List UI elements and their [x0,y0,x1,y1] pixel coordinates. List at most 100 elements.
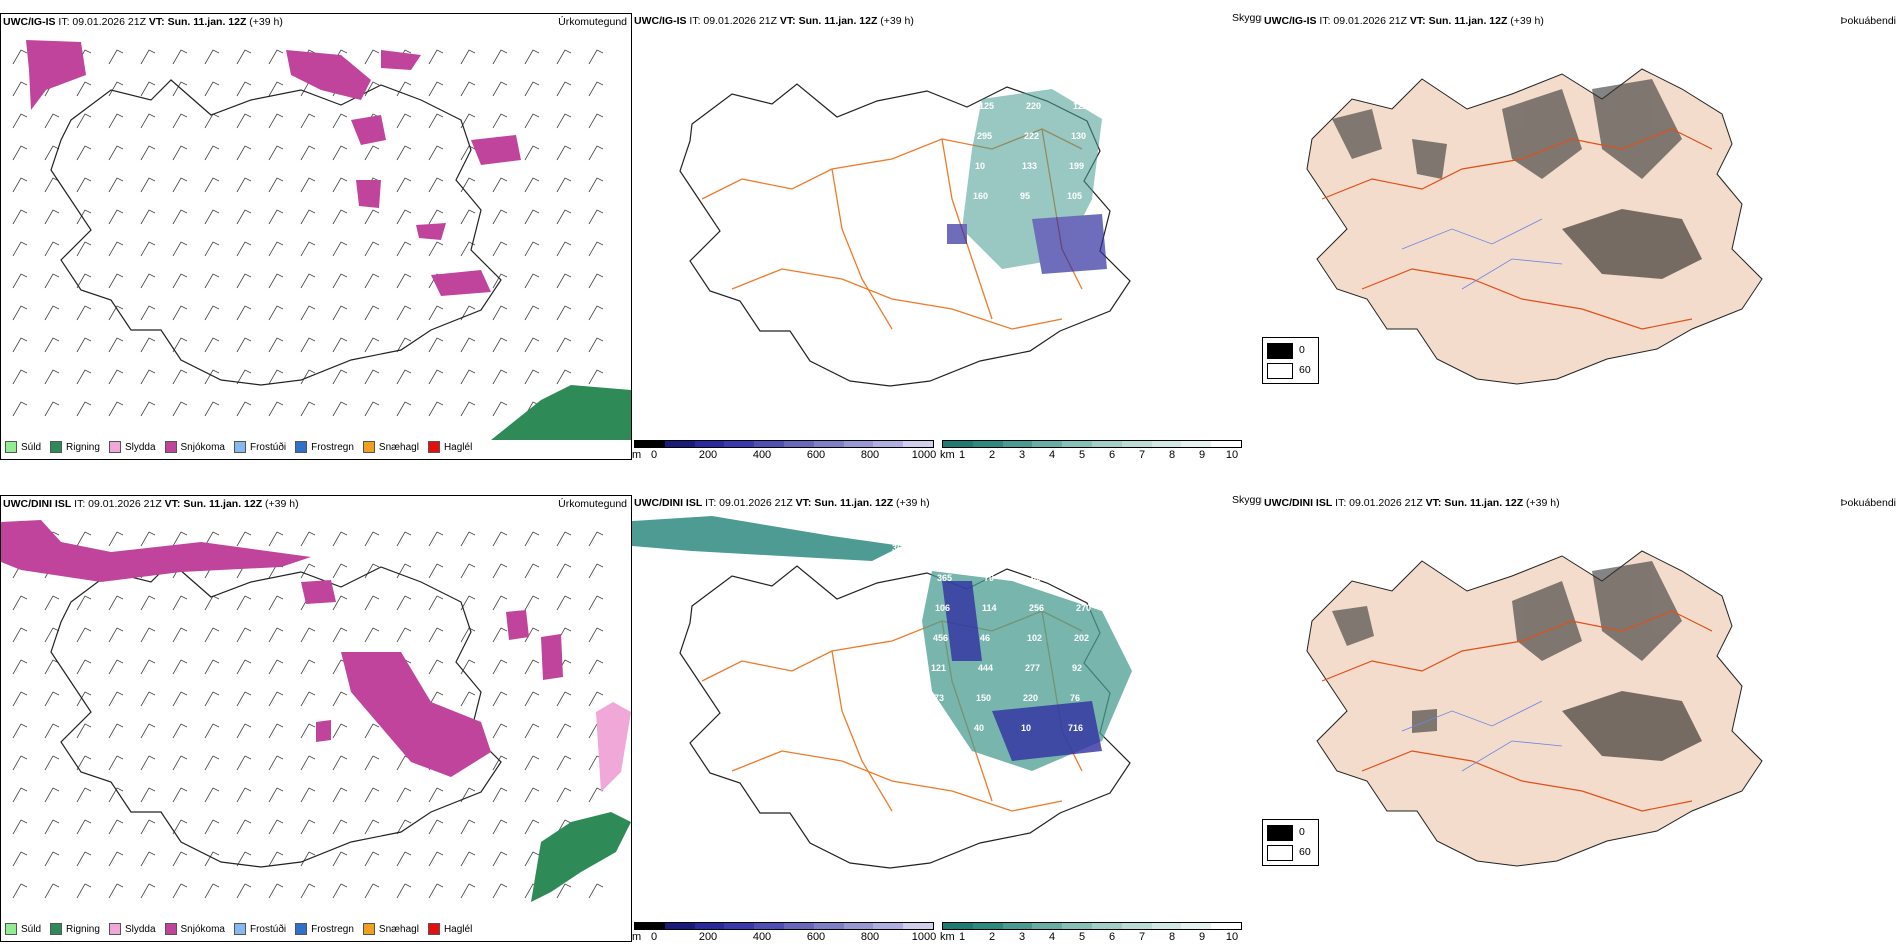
iceland-outline [50,79,502,386]
wind-barb [108,49,124,65]
cloud-base-label: 304 [986,543,1001,553]
cloud-base-label: 114 [982,603,997,613]
wind-barb [44,241,60,257]
wind-barb [140,209,156,225]
cloud-base-label: 149 [1116,161,1131,171]
wind-barb [108,851,124,867]
wind-barb [268,209,284,225]
wind-barb [428,241,444,257]
wind-barb [460,691,476,707]
wind-barb [108,273,124,289]
wind-barb [332,337,348,353]
wind-barb [300,337,316,353]
wind-barb [172,755,188,771]
colorbar-segment [903,923,933,929]
wind-barb [268,819,284,835]
wind-barb [332,369,348,385]
wind-barb [300,273,316,289]
wind-barb [172,145,188,161]
wind-barb [108,81,124,97]
wind-barb [140,241,156,257]
fog-label-0: 0 [1299,826,1305,838]
colorbar-tick: 600 [806,931,826,942]
wind-barb [172,337,188,353]
wind-barb [236,819,252,835]
wind-barb [524,209,540,225]
legend-swatch [5,441,17,453]
wind-barb [44,755,60,771]
wind-barb [524,723,540,739]
wind-barb [44,145,60,161]
colorbar-tick: 400 [752,449,772,460]
wind-barb [172,531,188,547]
wind-barb [396,113,412,129]
wind-barb [268,787,284,803]
wind-barb [428,691,444,707]
wind-barb [588,595,604,611]
wind-barb [300,723,316,739]
wind-barb [428,627,444,643]
colorbar-tick: 7 [1138,931,1146,942]
wind-barb [76,369,92,385]
colorbar-segment [843,923,874,929]
wind-barb [12,113,28,129]
visibility-map-bottom: UWC/DINI ISL IT: 09.01.2026 21Z VT: Sun.… [632,495,1262,942]
iceland-outline [50,561,502,868]
colorbar-tick: 800 [860,931,880,942]
height-colorbar-strip [634,922,934,930]
colorbar-segment [873,923,904,929]
legend-swatch [108,441,121,453]
wind-barb [140,113,156,129]
wind-barb [172,209,188,225]
wind-barb [44,177,60,193]
fog-swatch-dark [1267,825,1293,841]
cloud-base-labels: 592 125 220 122 292 295 222 130 138 10 133 199 149 16… [932,101,1135,201]
colorbar-tick: 800 [860,449,880,460]
colorbar-segment [1062,923,1092,929]
wind-barb [524,851,540,867]
wind-barb [588,49,604,65]
legend-item: Snjókoma [164,923,225,935]
wind-barb [492,851,508,867]
legend-item: Frostregn [295,923,354,935]
cloud-base-label: 277 [1025,663,1040,673]
colorbar-segment [724,441,755,447]
wind-barb [428,563,444,579]
precip-legend: Súld Rigning Slydda Snjókoma Frostúði Frostre… [5,439,481,455]
colorbar-segment [694,923,725,929]
wind-barb [76,241,92,257]
cloud-base-label: 258 [939,543,954,553]
wind-barb [268,337,284,353]
wind-barb [140,81,156,97]
wind-barb [588,531,604,547]
colorbar-segment [1032,923,1063,929]
wind-barb [428,659,444,675]
colorbar-tick: 600 [806,449,826,460]
fog-map-top: UWC/IG-IS IT: 09.01.2026 21Z VT: Sun. 11… [1262,13,1900,460]
wind-barb [364,337,380,353]
cloud-base-label: 716 [1068,723,1083,733]
visibility-colorbar: km 1 2 3 4 5 6 7 8 9 10 [940,440,1242,460]
legend-item: Súld [5,441,41,453]
wind-barb [268,691,284,707]
fog-map-bottom: UWC/DINI ISL IT: 09.01.2026 21Z VT: Sun.… [1262,495,1900,942]
wind-barb [588,177,604,193]
wind-barb [332,787,348,803]
wind-barb [364,787,380,803]
wind-barb [236,787,252,803]
wind-barb [332,401,348,417]
wind-barb [172,305,188,321]
colorbar-segment [1002,923,1033,929]
wind-barb [44,691,60,707]
wind-barb [396,627,412,643]
precip-type-map-top: UWC/IG-IS IT: 09.01.2026 21Z VT: Sun. 11… [0,13,632,460]
wind-barb [492,595,508,611]
wind-barb [492,755,508,771]
wind-barb [76,883,92,899]
wind-barb [204,369,220,385]
wind-barb [12,659,28,675]
wind-barb [268,113,284,129]
wind-barb [492,627,508,643]
wind-barb [460,787,476,803]
wind-barb [300,113,316,129]
